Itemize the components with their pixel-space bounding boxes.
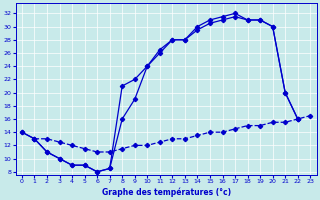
X-axis label: Graphe des températures (°c): Graphe des températures (°c) <box>101 187 231 197</box>
